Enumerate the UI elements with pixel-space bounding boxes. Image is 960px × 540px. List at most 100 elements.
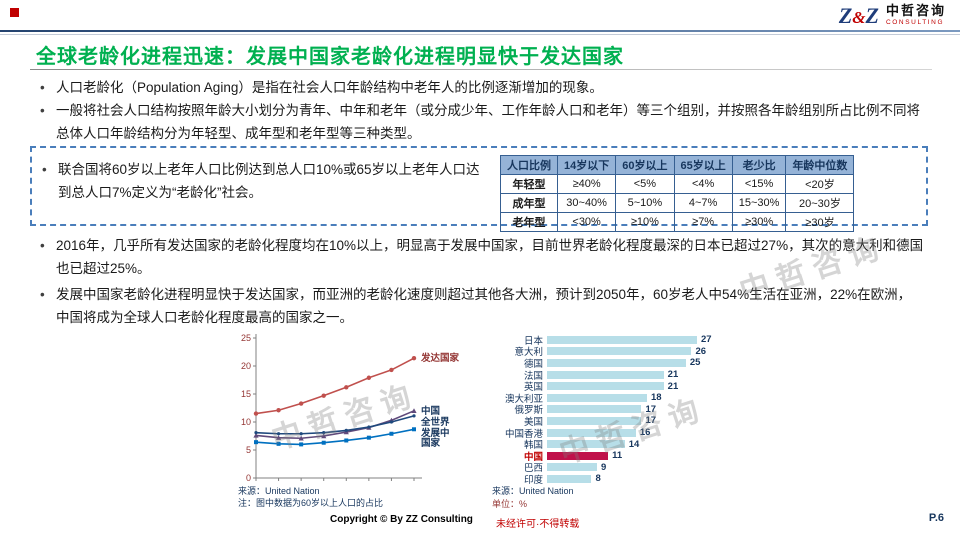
no-reproduction-text: 未经许可·不得转载	[496, 519, 580, 530]
bullet-un-definition: 联合国将60岁以上老年人口比例达到总人口10%或65岁以上老年人口达到总人口7%…	[42, 159, 490, 205]
bar-row: 法国 21	[487, 369, 777, 382]
svg-text:中国: 中国	[421, 405, 440, 417]
svg-text:0: 0	[246, 473, 251, 483]
bar-category-label: 澳大利亚	[504, 393, 543, 405]
bar	[547, 370, 664, 379]
bar	[547, 451, 609, 460]
bar-category-label: 巴西	[523, 463, 543, 475]
table-cell: 30~40%	[556, 193, 617, 213]
table-header-cell: 14岁以下	[556, 155, 617, 175]
bar-row: 韩国 14	[487, 438, 777, 452]
bar	[547, 358, 686, 367]
svg-text:发展中国家: 发展中国家	[420, 427, 450, 449]
table-cell: 5~10%	[615, 193, 675, 213]
svg-text:25: 25	[241, 333, 251, 343]
bar-value: 25	[689, 357, 701, 369]
table-row: 成年型 30~40% 5~10% 4~7% 15~30% 20~30岁	[500, 193, 855, 213]
svg-text:发达国家: 发达国家	[420, 352, 460, 364]
bar-category-label: 日本	[523, 335, 543, 347]
bullet-developing-speed: 发展中国家老龄化进程明显快于发达国家，而亚洲的老龄化速度则超过其他各大洲，预计到…	[40, 284, 924, 330]
table-cell: 15~30%	[731, 193, 787, 213]
bar-value: 18	[651, 392, 662, 404]
logo-subtitle: CONSULTING	[885, 19, 945, 27]
table-header-cell: 60岁以上	[615, 155, 675, 175]
bar-row: 德国 25	[487, 357, 777, 370]
bar	[547, 440, 625, 449]
table-header-cell: 65岁以上	[673, 155, 733, 175]
logo-text: 中哲咨询 CONSULTING	[885, 3, 946, 27]
bar-category-label: 俄罗斯	[514, 405, 543, 417]
table-cell: 成年型	[500, 193, 558, 213]
bar	[547, 347, 692, 356]
bar-category-label: 印度	[523, 474, 543, 486]
logo-z1: Z	[838, 2, 853, 28]
bar	[547, 416, 642, 425]
corner-marker	[10, 8, 19, 17]
bar-row: 日本 27	[487, 334, 777, 347]
table-header-cell: 人口比例	[500, 155, 558, 175]
bullet-classification: 一般将社会人口结构按照年龄大小划分为青年、中年和老年（或分成少年、工作年龄人口和…	[40, 100, 924, 146]
table-header-cell: 年龄中位数	[785, 155, 855, 175]
bar-value: 21	[667, 380, 679, 392]
table-cell: <20岁	[785, 174, 855, 194]
table-cell: 4~7%	[673, 193, 733, 213]
table-row: 老年型 <30% ≥10% ≥7% ≥30% ≥30岁	[500, 212, 855, 232]
page-title: 全球老龄化进程迅速：发展中国家老龄化进程明显快于发达国家	[36, 46, 624, 68]
bar-row: 巴西 9	[487, 461, 777, 475]
top-divider-dark	[0, 30, 960, 32]
page-number: P.6	[928, 512, 944, 524]
bar	[547, 474, 592, 483]
bar-chart-source: 来源：United Nation	[492, 486, 574, 496]
bar-row: 意大利 26	[487, 345, 777, 359]
svg-text:15: 15	[241, 389, 251, 399]
bar-row: 中国 11	[487, 450, 777, 463]
bar	[547, 393, 647, 402]
table-header-cell: 老少比	[731, 155, 787, 175]
table-cell: <5%	[615, 174, 675, 194]
bar-category-label: 中国香港	[504, 428, 543, 440]
table-header-row: 人口比例 14岁以下 60岁以上 65岁以上 老少比 年龄中位数	[500, 155, 855, 175]
line-chart-note: 注：图中数据为60岁以上人口的占比	[238, 498, 384, 508]
bar-value: 21	[667, 369, 679, 381]
table-cell: 老年型	[500, 212, 558, 232]
bar-value: 14	[628, 438, 640, 450]
bar-row: 中国香港 16	[487, 427, 777, 440]
table-row: 年轻型 ≥40% <5% <4% <15% <20岁	[500, 174, 855, 194]
zz-logo: Z&Z 中哲咨询 CONSULTING	[839, 2, 946, 29]
bar	[547, 382, 664, 391]
table-cell: <4%	[673, 174, 733, 194]
svg-text:5: 5	[246, 445, 251, 455]
svg-text:10: 10	[241, 417, 251, 427]
bar	[547, 335, 697, 344]
bar	[547, 463, 597, 472]
bar-category-label: 韩国	[523, 440, 543, 452]
copyright-text: Copyright © By ZZ Consulting	[330, 514, 473, 525]
logo-z2: Z	[865, 2, 879, 28]
bar-row: 印度 8	[487, 473, 777, 486]
bar-value: 16	[639, 427, 651, 439]
bar-row: 英国 21	[487, 380, 777, 394]
table-cell: <30%	[556, 212, 617, 232]
bar-value: 11	[612, 450, 623, 462]
table-cell: ≥30岁	[785, 212, 855, 232]
bar-category-label: 英国	[523, 382, 543, 394]
bar-value: 26	[695, 345, 707, 357]
bar-row: 俄罗斯 17	[487, 404, 777, 417]
logo-company-name: 中哲咨询	[885, 3, 946, 19]
table-cell: ≥10%	[615, 212, 675, 232]
table-cell: ≥30%	[731, 212, 787, 232]
table-cell: ≥7%	[673, 212, 733, 232]
svg-text:20: 20	[241, 361, 251, 371]
title-underline	[30, 69, 932, 70]
table-cell: 20~30岁	[785, 193, 855, 213]
bar	[547, 428, 636, 437]
logo-mark: Z&Z	[838, 2, 879, 28]
bar-value: 9	[601, 461, 607, 473]
bar-chart: 日本 27 意大利 26 德国 25 法国 21 英国 21 澳大利亚 18 俄罗斯 17 美国 17 中国香港…	[487, 334, 777, 486]
bar-category-label: 法国	[523, 370, 543, 382]
line-chart-source: 来源：United Nation	[238, 486, 320, 496]
bar-category-label: 意大利	[514, 347, 543, 359]
table-cell: ≥40%	[556, 174, 617, 194]
